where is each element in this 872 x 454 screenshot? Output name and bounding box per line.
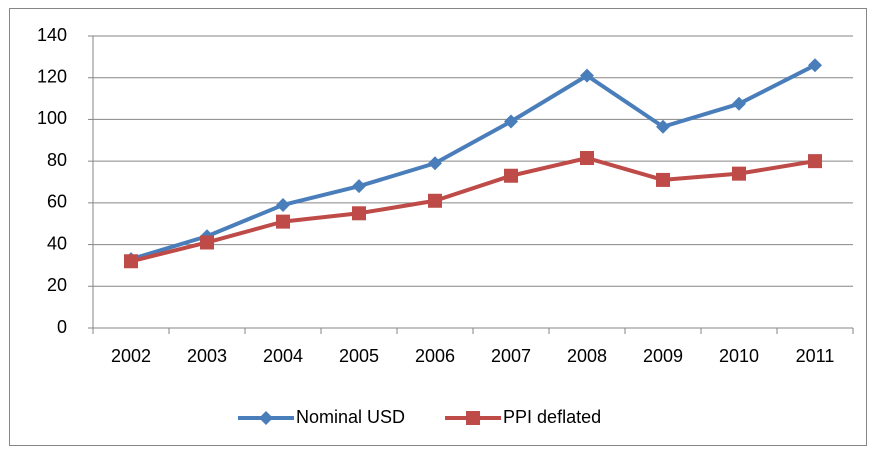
marker [504, 114, 518, 129]
marker [808, 58, 822, 73]
x-tick-label: 2008 [567, 346, 607, 366]
marker [259, 411, 273, 425]
x-tick-label: 2004 [263, 346, 303, 366]
x-tick-label: 2005 [339, 346, 379, 366]
x-tick-label: 2007 [491, 346, 531, 366]
marker [428, 193, 442, 208]
y-tick-label: 0 [57, 317, 67, 337]
y-tick-label: 40 [47, 233, 67, 253]
series-line [130, 156, 816, 264]
x-tick-label: 2003 [187, 346, 227, 366]
x-tick-label: 2002 [111, 346, 151, 366]
marker [352, 179, 366, 194]
marker [580, 68, 594, 83]
y-tick-label: 100 [37, 108, 67, 128]
marker [466, 411, 481, 425]
x-tick-label: 2006 [415, 346, 455, 366]
marker [124, 254, 138, 269]
x-tick-label: 2011 [796, 346, 835, 366]
marker [276, 197, 290, 212]
chart-border [9, 8, 867, 446]
y-tick-label: 140 [37, 25, 67, 45]
marker [656, 172, 670, 187]
marker [732, 166, 746, 181]
marker [428, 156, 442, 171]
y-tick-label: 120 [37, 66, 67, 86]
marker [276, 214, 290, 229]
y-tick-label: 80 [47, 150, 67, 170]
marker [200, 235, 214, 250]
legend-label: PPI deflated [503, 407, 601, 427]
y-tick-label: 60 [47, 192, 67, 212]
marker [656, 119, 670, 134]
marker [352, 206, 366, 221]
x-tick-label: 2010 [719, 346, 759, 366]
x-tick-label: 2009 [643, 346, 683, 366]
marker [580, 151, 594, 166]
marker [732, 96, 746, 111]
marker [504, 168, 518, 183]
series-line [130, 63, 816, 262]
legend-label: Nominal USD [296, 407, 405, 427]
y-tick-label: 20 [47, 275, 67, 295]
marker [808, 154, 822, 169]
